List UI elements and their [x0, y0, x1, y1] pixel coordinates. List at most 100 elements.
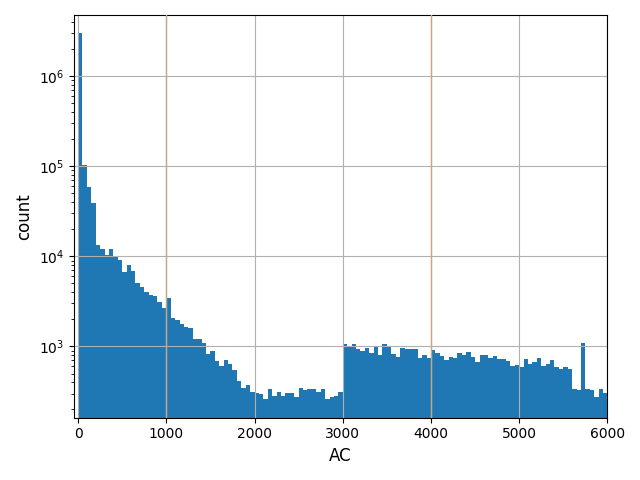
Bar	[307, 389, 312, 480]
Bar	[127, 265, 131, 480]
Bar	[113, 257, 118, 480]
Bar	[475, 362, 479, 480]
Bar	[343, 344, 347, 480]
Bar	[263, 399, 268, 480]
Bar	[202, 343, 206, 480]
Bar	[92, 203, 96, 480]
Bar	[215, 361, 220, 480]
Bar	[356, 349, 360, 480]
Bar	[515, 365, 519, 480]
Bar	[259, 394, 263, 480]
Bar	[136, 283, 140, 480]
Bar	[175, 321, 179, 480]
Bar	[541, 365, 546, 480]
Bar	[568, 369, 572, 480]
Bar	[404, 349, 409, 480]
Bar	[290, 393, 294, 480]
Bar	[435, 353, 440, 480]
Bar	[276, 392, 281, 480]
Bar	[413, 349, 418, 480]
Bar	[524, 360, 528, 480]
Bar	[334, 396, 339, 480]
Bar	[590, 390, 594, 480]
Bar	[577, 390, 581, 480]
Bar	[206, 354, 211, 480]
Bar	[519, 367, 524, 480]
Bar	[360, 351, 365, 480]
Bar	[422, 355, 427, 480]
Bar	[586, 389, 590, 480]
Bar	[96, 245, 100, 480]
Bar	[378, 355, 383, 480]
Bar	[193, 339, 197, 480]
Bar	[351, 344, 356, 480]
Bar	[188, 328, 193, 480]
Bar	[497, 359, 502, 480]
Bar	[493, 356, 497, 480]
Bar	[470, 357, 475, 480]
Bar	[316, 393, 321, 480]
Bar	[312, 389, 316, 480]
Bar	[563, 367, 568, 480]
Bar	[303, 390, 307, 480]
Bar	[197, 339, 202, 480]
Bar	[374, 346, 378, 480]
Bar	[100, 249, 104, 480]
Bar	[458, 353, 462, 480]
Bar	[449, 357, 453, 480]
Bar	[488, 358, 493, 480]
Bar	[157, 301, 162, 480]
Bar	[427, 358, 431, 480]
Bar	[144, 292, 148, 480]
Bar	[78, 33, 83, 480]
Bar	[250, 392, 255, 480]
Bar	[122, 273, 127, 480]
Bar	[223, 360, 228, 480]
Bar	[299, 388, 303, 480]
Bar	[594, 397, 598, 480]
Bar	[339, 392, 343, 480]
Y-axis label: count: count	[15, 193, 33, 240]
Bar	[246, 384, 250, 480]
Bar	[431, 349, 435, 480]
Bar	[211, 351, 215, 480]
Bar	[162, 308, 166, 480]
Bar	[255, 393, 259, 480]
Bar	[462, 355, 467, 480]
Bar	[179, 324, 184, 480]
Bar	[532, 361, 537, 480]
Bar	[369, 353, 374, 480]
Bar	[294, 397, 299, 480]
Bar	[321, 389, 325, 480]
Bar	[87, 187, 92, 480]
Bar	[603, 393, 607, 480]
Bar	[232, 371, 237, 480]
X-axis label: AC: AC	[329, 447, 352, 465]
Bar	[347, 346, 351, 480]
Bar	[537, 358, 541, 480]
Bar	[109, 249, 113, 480]
Bar	[153, 296, 157, 480]
Bar	[166, 298, 171, 480]
Bar	[444, 360, 449, 480]
Bar	[546, 364, 550, 480]
Bar	[140, 288, 144, 480]
Bar	[400, 348, 404, 480]
Bar	[502, 359, 506, 480]
Bar	[272, 396, 276, 480]
Bar	[418, 358, 422, 480]
Bar	[228, 364, 232, 480]
Bar	[281, 396, 285, 480]
Bar	[184, 327, 188, 480]
Bar	[325, 399, 330, 480]
Bar	[148, 295, 153, 480]
Bar	[387, 347, 391, 480]
Bar	[330, 397, 334, 480]
Bar	[241, 387, 246, 480]
Bar	[554, 367, 559, 480]
Bar	[506, 360, 510, 480]
Bar	[453, 358, 458, 480]
Bar	[131, 271, 136, 480]
Bar	[383, 345, 387, 480]
Bar	[365, 348, 369, 480]
